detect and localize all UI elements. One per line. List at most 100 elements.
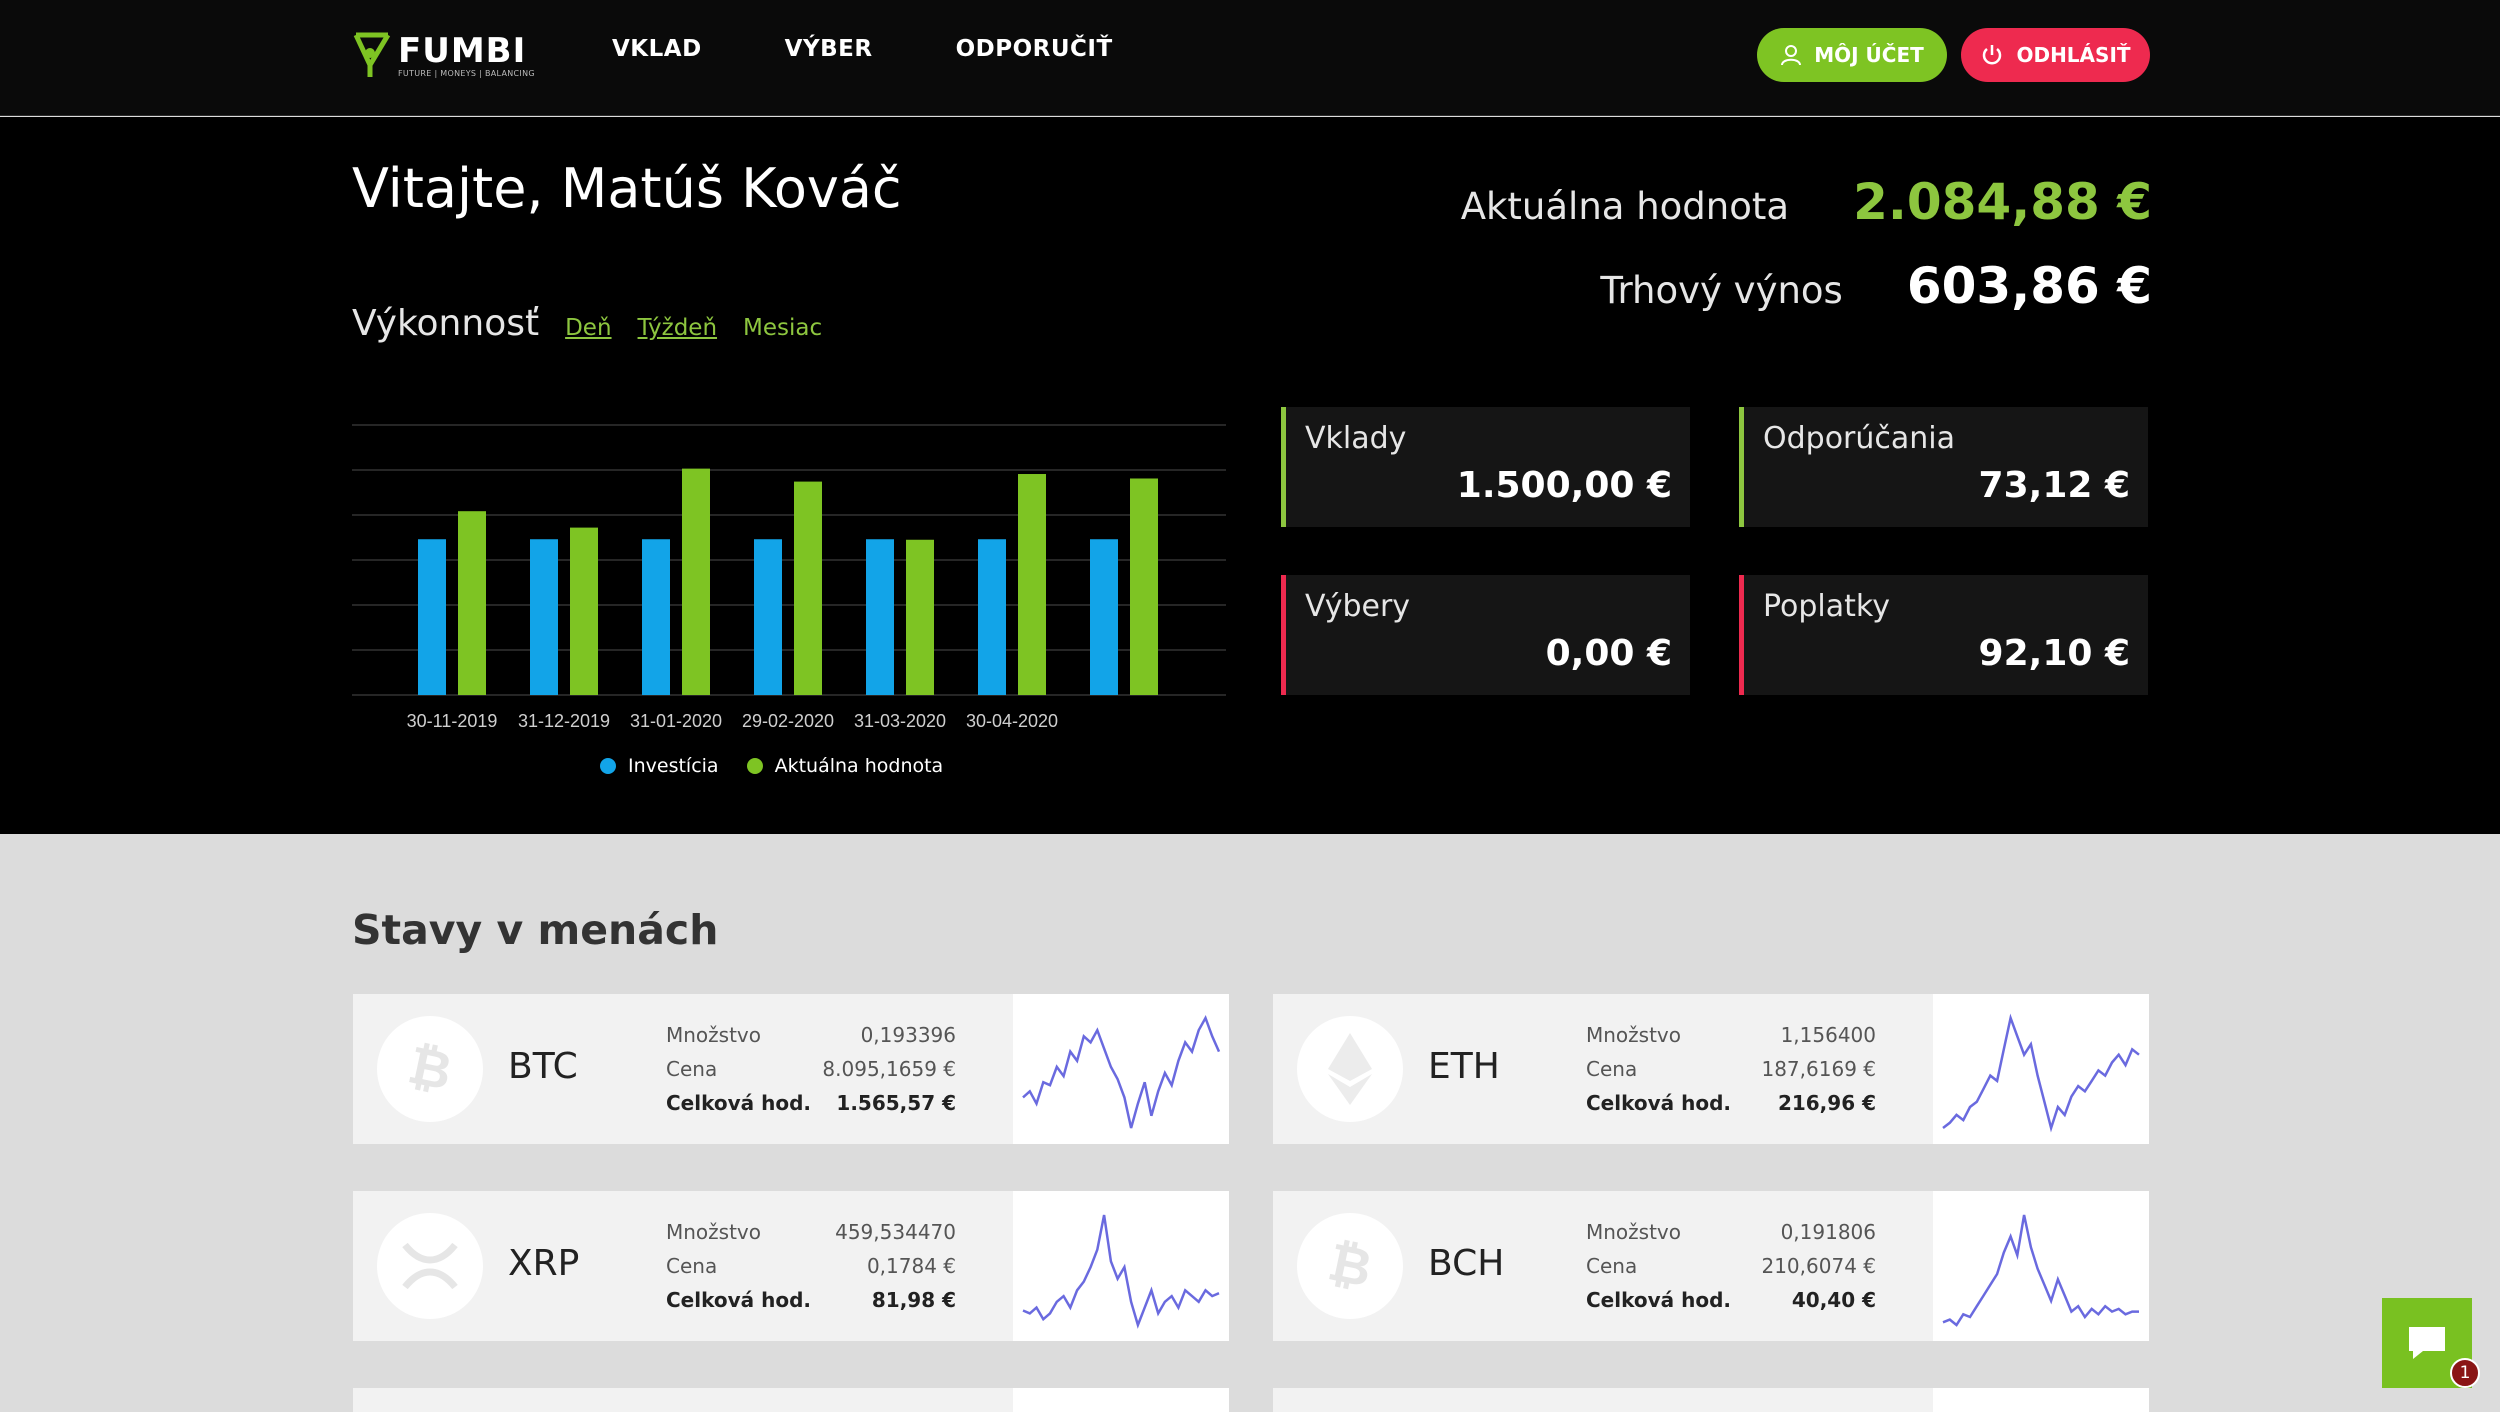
qty-label: Množstvo [666,1023,761,1047]
nav-refer[interactable]: ODPORUČIŤ [955,36,1113,62]
sparkline-path [1942,1013,2140,1133]
logo-word: FUMBI [398,30,527,71]
total-label: Celková hod. [1586,1288,1731,1312]
currencies-section-title: Stavy v menách [352,906,719,954]
ethereum-icon [1297,1016,1403,1122]
qty-value: 0,193396 [860,1023,956,1047]
deposits-value: 1.500,00 € [1456,465,1672,506]
x-tick-label: 31-03-2020 [854,711,946,731]
xrp-icon [377,1213,483,1319]
my-account-label: MÔJ ÚČET [1814,43,1924,67]
legend-label-investment: Investícia [628,755,719,777]
coin-card-next[interactable] [353,1388,1229,1412]
qty-value: 0,191806 [1780,1220,1876,1244]
bar-current-value[interactable] [794,481,822,695]
coin-card-btc[interactable]: ₿ BTC Množstvo 0,193396 Cena 8.095,1659 € … [353,994,1229,1144]
sparkline-path [1022,1214,1220,1329]
welcome-heading: Vitajte, Matúš Kováč [352,157,902,220]
chat-bubble-icon [2409,1327,2445,1359]
nav-deposit[interactable]: VKLAD [612,36,702,62]
price-sparkline [1933,1191,2149,1341]
qty-value: 459,534470 [835,1220,956,1244]
coin-details: Množstvo 1,156400 Cena 187,6169 € Celková … [1586,1018,1876,1120]
bar-investment[interactable] [1090,539,1118,695]
price-sparkline [1013,1191,1229,1341]
bar-investment[interactable] [978,539,1006,695]
logout-button[interactable]: ODHLÁSIŤ [1961,28,2150,82]
coin-card-eth[interactable]: ETH Množstvo 1,156400 Cena 187,6169 € Celk… [1273,994,2149,1144]
x-tick-label: 31-01-2020 [630,711,722,731]
coin-symbol: BTC [508,1046,578,1087]
my-account-button[interactable]: MÔJ ÚČET [1757,28,1947,82]
bar-investment[interactable] [754,539,782,695]
chart-legend: Investícia Aktuálna hodnota [600,755,943,777]
coin-card-next[interactable] [1273,1388,2149,1412]
bar-current-value[interactable] [570,527,598,695]
legend-item-investment[interactable]: Investícia [600,755,719,777]
coin-card-xrp[interactable]: XRP Množstvo 459,534470 Cena 0,1784 € Celk… [353,1191,1229,1341]
x-tick-label: 31-12-2019 [518,711,610,731]
tab-day[interactable]: Deň [565,315,612,341]
coin-symbol: BCH [1428,1243,1505,1284]
legend-dot-current-value [746,758,763,774]
total-value: 1.565,57 € [836,1091,956,1115]
user-icon [1781,45,1802,66]
fumbi-logo[interactable]: FUMBI FUTURE | MONEYS | BALANCING [352,26,542,84]
sparkline-path [1022,1015,1221,1129]
withdrawals-card: Výbery 0,00 € [1281,575,1690,695]
fees-value: 92,10 € [1978,633,2130,674]
bitcoin-cash-icon: ₿ [1297,1213,1403,1319]
logo-tagline: FUTURE | MONEYS | BALANCING [398,68,535,78]
price-label: Cena [1586,1057,1638,1081]
tab-week[interactable]: Týždeň [637,315,718,341]
x-tick-label: 30-04-2020 [966,711,1058,731]
bar-investment[interactable] [418,539,446,695]
performance-header: Výkonnosť Deň Týždeň Mesiac [352,303,822,344]
price-label: Cena [1586,1254,1638,1278]
price-label: Cena [666,1254,718,1278]
bar-current-value[interactable] [906,539,934,695]
referrals-card: Odporúčania 73,12 € [1739,407,2148,527]
legend-dot-investment [600,758,616,774]
bar-current-value[interactable] [682,468,710,695]
qty-value: 1,156400 [1780,1023,1876,1047]
price-value: 8.095,1659 € [822,1057,956,1081]
svg-text:₿: ₿ [403,1035,457,1103]
coin-symbol: ETH [1428,1046,1500,1087]
power-icon [1983,45,2002,65]
tab-month[interactable]: Mesiac [743,315,823,341]
qty-label: Množstvo [1586,1220,1681,1244]
bar-current-value[interactable] [1130,478,1158,695]
x-tick-label: 29-02-2020 [742,711,834,731]
performance-chart: 30-11-2019 31-12-2019 31-01-2020 29-02-2020… [352,424,1226,731]
logo-mark-icon [353,32,391,77]
card-accent [1281,575,1286,695]
fees-label: Poplatky [1763,589,1890,624]
price-value: 210,6074 € [1761,1254,1876,1278]
current-value-row: Aktuálna hodnota 2.084,88 € [1461,173,2152,231]
total-value: 81,98 € [871,1288,956,1312]
coin-card-bch[interactable]: ₿ BCH Množstvo 0,191806 Cena 210,6074 € Ce… [1273,1191,2149,1341]
bar-current-value[interactable] [1018,474,1046,695]
fees-card: Poplatky 92,10 € [1739,575,2148,695]
card-accent [1281,407,1286,527]
bar-investment[interactable] [866,539,894,695]
market-return-amount: 603,86 € [1906,257,2152,315]
bar-current-value[interactable] [458,511,486,695]
svg-text:₿: ₿ [1323,1232,1377,1300]
card-accent [1739,575,1744,695]
performance-title: Výkonnosť [352,303,540,344]
bar-investment[interactable] [642,539,670,695]
legend-item-current-value[interactable]: Aktuálna hodnota [746,755,943,777]
sparkline-path [1942,1214,2139,1327]
coin-details: Množstvo 459,534470 Cena 0,1784 € Celková … [666,1215,956,1317]
price-value: 0,1784 € [866,1254,956,1278]
price-sparkline [1013,994,1229,1144]
bar-investment[interactable] [530,539,558,695]
chat-unread-badge: 1 [2450,1358,2480,1388]
deposits-label: Vklady [1305,421,1407,456]
total-label: Celková hod. [1586,1091,1731,1115]
nav-withdraw[interactable]: VÝBER [784,36,873,62]
card-accent [1739,407,1744,527]
main-nav: VKLAD VÝBER ODPORUČIŤ [612,36,1196,62]
